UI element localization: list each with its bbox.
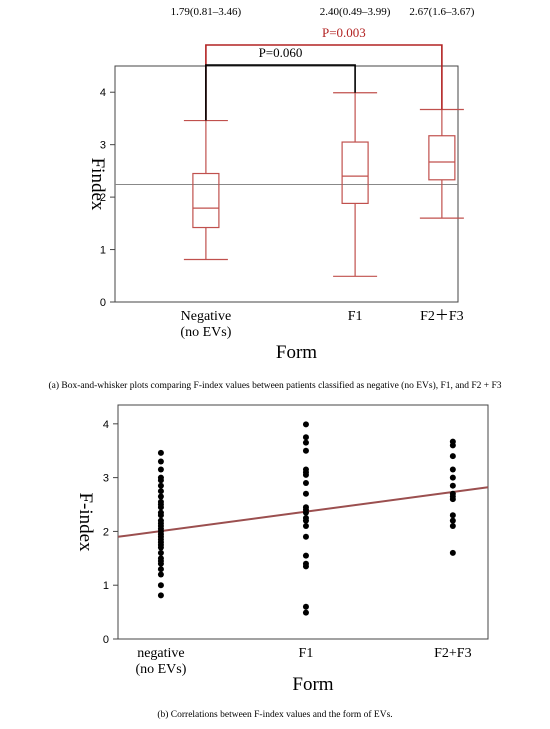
point	[302, 523, 309, 530]
point	[157, 482, 164, 489]
x-axis-label: Form	[292, 674, 333, 695]
y-tick-label: 1	[103, 580, 109, 592]
y-axis-label: Findex	[87, 158, 108, 211]
y-tick-label: 4	[100, 87, 106, 99]
point	[302, 533, 309, 540]
point	[157, 512, 164, 519]
y-tick-label: 3	[103, 473, 109, 485]
y-tick-label: 0	[103, 634, 109, 646]
comparison-bracket	[205, 64, 356, 121]
box	[192, 172, 220, 229]
point	[302, 471, 309, 478]
x-tick-label: F2+F3	[434, 646, 471, 661]
x-tick-label: negative (no EVs)	[135, 646, 186, 677]
point	[449, 496, 456, 503]
comparison-bracket	[205, 44, 443, 121]
plot-frame	[114, 65, 459, 303]
point	[302, 609, 309, 616]
point	[302, 563, 309, 570]
x-tick-label: F2＋F3	[420, 309, 464, 324]
median-label: 2.40(0.49–3.99)	[320, 6, 391, 18]
y-tick-label: 4	[103, 419, 109, 431]
plot-frame	[117, 404, 489, 640]
point	[449, 512, 456, 519]
p-value: P=0.003	[322, 25, 366, 40]
point	[302, 439, 309, 446]
point	[449, 442, 456, 449]
y-tick-label: 2	[103, 526, 109, 538]
box	[341, 141, 369, 205]
point	[157, 560, 164, 567]
point	[449, 523, 456, 530]
x-tick-label: F1	[299, 646, 314, 661]
point	[157, 504, 164, 511]
point	[157, 449, 164, 456]
point	[449, 474, 456, 481]
point	[157, 488, 164, 495]
point	[302, 490, 309, 497]
point	[302, 552, 309, 559]
point	[157, 571, 164, 578]
point	[302, 480, 309, 486]
point	[449, 466, 456, 473]
point	[157, 477, 164, 484]
caption: (a) Box-and-whisker plots comparing F-in…	[48, 380, 501, 391]
point	[302, 434, 309, 441]
point	[302, 509, 309, 516]
point	[157, 493, 164, 500]
y-tick-label: 3	[100, 140, 106, 152]
box	[428, 135, 456, 181]
y-tick-label: 2	[100, 192, 106, 204]
point	[157, 582, 164, 589]
point	[449, 453, 456, 460]
x-tick-label: Negative (no EVs)	[180, 309, 231, 340]
point	[302, 447, 309, 454]
caption: (b) Correlations between F-index values …	[157, 709, 392, 720]
x-axis-label: Form	[276, 342, 317, 363]
point	[157, 458, 164, 465]
point	[449, 517, 456, 524]
point	[157, 592, 164, 599]
median-label: 2.67(1.6–3.67)	[409, 6, 474, 18]
point	[157, 544, 164, 551]
y-axis-label: F-index	[75, 492, 96, 552]
point	[157, 549, 164, 556]
x-tick-label: F1	[348, 309, 363, 324]
fit-line	[117, 486, 489, 538]
point	[302, 517, 309, 524]
point	[302, 421, 309, 428]
point	[449, 482, 456, 489]
p-value: P=0.060	[259, 45, 303, 60]
point	[449, 549, 456, 556]
median-label: 1.79(0.81–3.46)	[171, 6, 242, 18]
point	[157, 466, 164, 473]
point	[157, 566, 164, 573]
y-tick-label: 1	[100, 245, 106, 257]
y-tick-label: 0	[100, 297, 106, 309]
point	[302, 603, 309, 610]
